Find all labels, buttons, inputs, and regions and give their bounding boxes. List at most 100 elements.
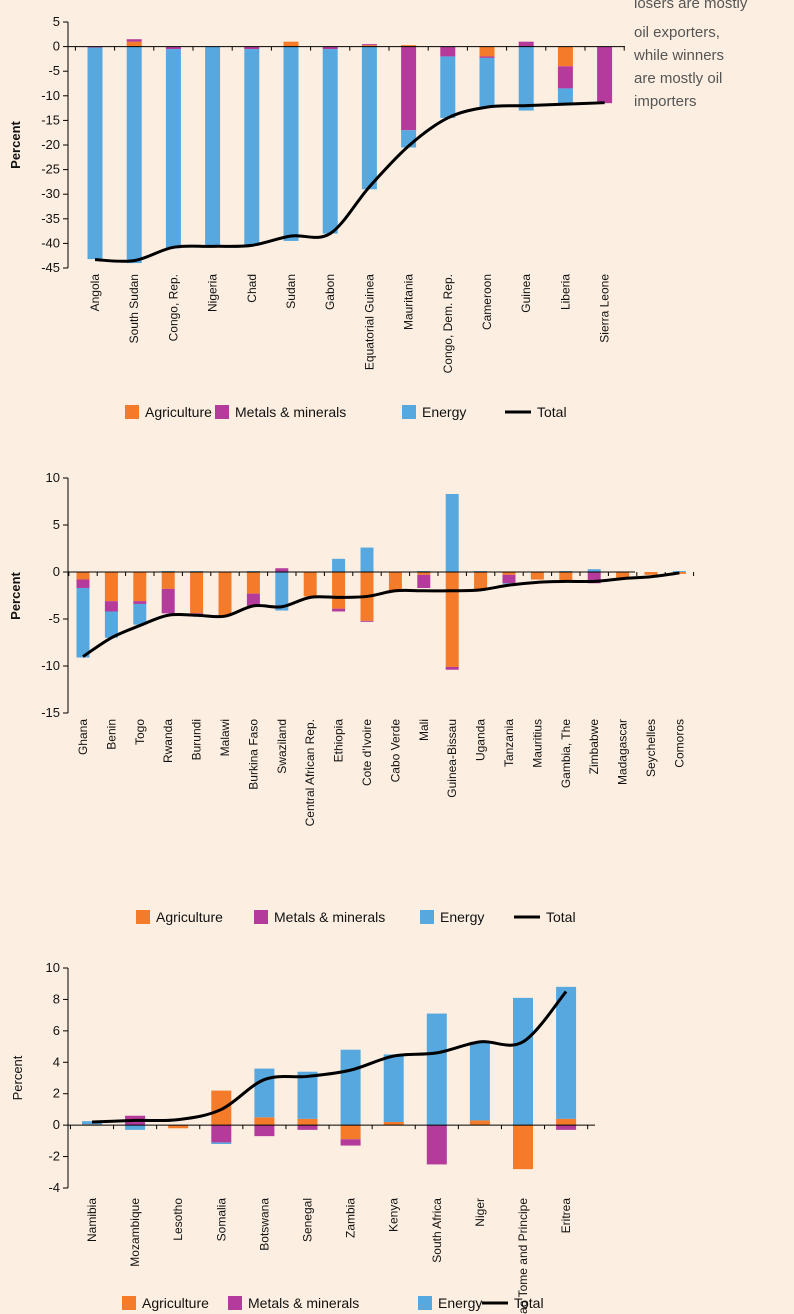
x-tick-label: Namibia xyxy=(85,1198,99,1242)
y-tick-label: 2 xyxy=(53,1086,60,1101)
bar-segment xyxy=(165,49,181,249)
chart: 5 0 -5 -10 -15 -20 -25 -30 -35 -40 -45 Percent Angol… xyxy=(8,14,625,420)
x-tick-label: Togo xyxy=(133,719,147,745)
bar-segment xyxy=(361,44,377,46)
bar-segment xyxy=(322,49,338,234)
bar-segment xyxy=(445,666,459,670)
bar-segment xyxy=(76,572,90,580)
bar-segment xyxy=(104,601,118,612)
bar-segment xyxy=(340,1049,361,1126)
legend-label: Metals & minerals xyxy=(235,404,346,420)
bar-segment xyxy=(518,46,534,111)
bar-segment xyxy=(125,1125,146,1130)
x-tick-label: Tanzania xyxy=(502,719,516,767)
bar-segment xyxy=(332,608,346,612)
y-tick-label: -5 xyxy=(48,611,60,626)
total-line xyxy=(82,571,680,658)
y-tick-label: -30 xyxy=(41,186,60,201)
bar-segment xyxy=(322,46,338,50)
legend-swatch xyxy=(254,910,268,924)
x-tick-label: Equatorial Guinea xyxy=(362,274,376,370)
note-line: importers xyxy=(634,93,697,110)
bar-segment xyxy=(502,572,516,575)
bar-segment xyxy=(361,46,377,190)
bar-segment xyxy=(275,572,289,611)
bar-segment xyxy=(361,45,377,47)
y-tick-label: 10 xyxy=(46,470,60,485)
y-axis-label: Percent xyxy=(8,571,23,619)
bar-segment xyxy=(445,572,459,667)
x-tick-label: Cameroon xyxy=(480,274,494,330)
bar-segment xyxy=(557,46,573,67)
bar-segment xyxy=(246,572,260,594)
x-tick-label: Liberia xyxy=(558,274,572,310)
x-tick-label: Swaziland xyxy=(275,719,289,774)
y-tick-label: 8 xyxy=(53,991,60,1006)
bar-segment xyxy=(440,56,456,118)
x-tick-label: Comoros xyxy=(672,719,686,768)
x-tick-label: Gabon xyxy=(323,274,337,310)
legend-label: Energy xyxy=(438,1295,482,1311)
bar-segment xyxy=(275,568,289,572)
bar-segment xyxy=(332,558,346,572)
y-axis-label: Percent xyxy=(8,120,23,168)
legend-label: Energy xyxy=(422,404,466,420)
x-tick-label: Mozambique xyxy=(128,1198,142,1267)
bar-segment xyxy=(616,572,630,578)
bar-segment xyxy=(340,1125,361,1140)
x-tick-label: Kenya xyxy=(387,1198,401,1232)
bar-segment xyxy=(283,41,299,47)
bar-segment xyxy=(283,46,299,241)
x-tick-label: Cote d'Ivoire xyxy=(360,719,374,786)
legend-swatch xyxy=(228,1296,242,1310)
bar-segment xyxy=(165,46,181,50)
bar-segment xyxy=(513,1125,533,1170)
bar-segment xyxy=(597,46,613,104)
x-tick-label: Malawi xyxy=(218,719,232,756)
x-tick-label: Congo, Rep. xyxy=(166,274,180,341)
legend-label: Total xyxy=(546,909,576,925)
x-tick-label: Burkina Faso xyxy=(246,719,260,790)
bar-segment xyxy=(469,1041,490,1121)
legend-label: Total xyxy=(514,1295,544,1311)
x-tick-label: Mauritius xyxy=(530,719,544,768)
bar-segment xyxy=(479,46,495,57)
bar-segment xyxy=(218,572,232,616)
x-tick-label: Eritrea xyxy=(559,1198,573,1234)
x-tick-label: Central African Rep. xyxy=(303,719,317,826)
bar-segment xyxy=(360,547,374,572)
y-tick-label: -10 xyxy=(41,658,60,673)
bar-segment xyxy=(254,1117,275,1126)
bar-segment xyxy=(556,1118,577,1126)
bar-segment xyxy=(383,1054,404,1122)
bar-segment xyxy=(474,572,488,590)
y-tick-label: -4 xyxy=(48,1180,60,1195)
y-tick-label: 10 xyxy=(46,960,60,975)
bar-segment xyxy=(557,66,573,89)
x-tick-label: Sudan xyxy=(284,274,298,309)
legend-swatch xyxy=(215,405,229,419)
x-tick-label: Zimbabwe xyxy=(587,719,601,775)
x-tick-label: Zambia xyxy=(344,1198,358,1238)
bar-segment xyxy=(417,572,431,575)
bar-segment xyxy=(445,493,459,572)
bar-segment xyxy=(104,572,118,602)
bar-segment xyxy=(672,571,686,572)
x-tick-label: Senegal xyxy=(301,1198,315,1242)
legend-label: Metals & minerals xyxy=(248,1295,359,1311)
bar-segment xyxy=(502,574,516,584)
bar-segment xyxy=(297,1125,318,1130)
bar-segment xyxy=(440,46,456,57)
legend-swatch xyxy=(420,910,434,924)
x-tick-label: Mauritania xyxy=(402,274,416,330)
bar-segment xyxy=(479,57,495,108)
x-tick-label: Congo, Dem. Rep. xyxy=(441,274,455,373)
legend-swatch xyxy=(136,910,150,924)
bar-segment xyxy=(383,1122,404,1126)
note-line: are mostly oil xyxy=(634,70,722,87)
bar-segment xyxy=(76,579,90,588)
bar-segment xyxy=(426,1125,447,1165)
x-tick-label: Ethiopia xyxy=(332,719,346,763)
